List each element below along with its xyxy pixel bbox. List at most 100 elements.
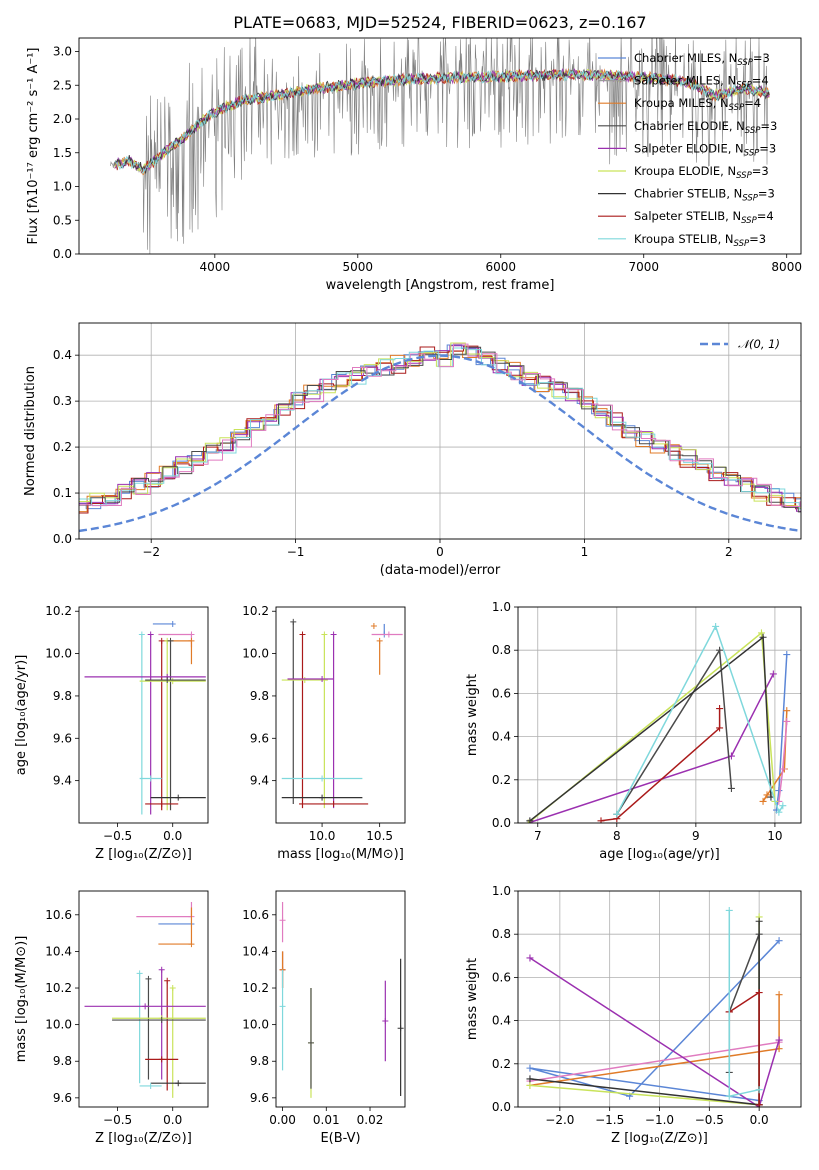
residual-histogram-plot: −2 −1 0 1 2 0.0 0.1 0.2 0.3 0.4 (data-model)/error… <box>23 322 802 578</box>
axes-frame <box>78 890 209 1108</box>
y-tick-label: 0.3 <box>53 394 72 408</box>
y-tick-label: 9.8 <box>250 1054 269 1068</box>
mass-weight-series <box>529 635 772 822</box>
figure-title: PLATE=0683, MJD=52524, FIBERID=0623, z=0… <box>233 13 646 32</box>
data-point <box>145 975 152 982</box>
x-tick-label: −1.5 <box>595 1113 624 1127</box>
mass-weight-point <box>763 791 771 799</box>
x-tick-label: −0.5 <box>103 829 132 843</box>
y-axis-label: Flux [fλ10⁻¹⁷ erg cm⁻² s⁻¹ A⁻¹] <box>26 48 41 245</box>
y-tick-label: 10.6 <box>45 908 72 922</box>
y-tick-label: 0.4 <box>492 730 511 744</box>
legend-entry: Salpeter ELODIE, NSSP=3 <box>634 141 776 158</box>
data-point <box>136 970 143 977</box>
data-point <box>158 966 165 973</box>
x-tick-label: 4000 <box>200 260 231 274</box>
y-tick-label: 10.2 <box>242 981 269 995</box>
mass-weight-point <box>755 1086 763 1094</box>
mass-weight-series <box>527 631 776 823</box>
data-point <box>188 631 195 638</box>
legend-subscript: SSP <box>737 58 753 68</box>
mass-weight-point <box>759 633 767 641</box>
mass-weight-series <box>529 916 760 1106</box>
data-point <box>330 631 337 638</box>
mass-weight-series <box>616 624 784 815</box>
data-point <box>169 985 176 992</box>
plot-data <box>279 901 404 1098</box>
y-tick-label: 0.5 <box>53 213 72 227</box>
x-tick-label: −2 <box>142 545 160 559</box>
legend-entry: Salpeter STELIB, NSSP=4 <box>634 209 774 226</box>
y-tick-label: 1.5 <box>53 146 72 160</box>
plot-data <box>110 38 770 254</box>
data-point <box>142 1003 149 1010</box>
data-point <box>175 1080 182 1087</box>
y-tick-label: 0.4 <box>492 1014 511 1028</box>
y-tick-label: 0.4 <box>53 348 72 362</box>
residual-histogram <box>79 343 801 507</box>
y-tick-label: 9.8 <box>53 1054 72 1068</box>
mass-weight-point <box>775 991 783 999</box>
mass-weight-point <box>783 651 791 659</box>
y-tick-label: 0.2 <box>492 773 511 787</box>
y-tick-label: 1.0 <box>492 600 511 614</box>
plot-data <box>79 342 801 533</box>
y-tick-label: 9.4 <box>250 774 269 788</box>
y-tick-label: 0.2 <box>492 1057 511 1071</box>
data-point <box>376 637 383 644</box>
y-tick-label: 9.8 <box>53 689 72 703</box>
residual-histogram <box>79 347 801 510</box>
x-tick-label: 10 <box>767 829 782 843</box>
legend-label: Salpeter ELODIE, N <box>634 141 744 155</box>
y-axis-label: age [log₁₀(age/yr)] <box>14 655 29 776</box>
x-axis-label: E(B-V) <box>320 1131 360 1146</box>
axes-frame <box>275 606 406 824</box>
mass-weight-series <box>728 910 760 1098</box>
data-point <box>158 637 165 644</box>
legend-entry: Kroupa ELODIE, NSSP=3 <box>634 164 769 181</box>
y-tick-label: 0.2 <box>53 440 72 454</box>
data-point <box>169 620 176 627</box>
y-axis-label: Normed distribution <box>23 366 38 496</box>
legend-label: Chabrier MILES, N <box>634 51 737 65</box>
data-point <box>164 677 171 684</box>
mass-weight-point <box>716 646 724 654</box>
mass-weight-point <box>775 1036 783 1044</box>
y-tick-label: 9.6 <box>250 1091 269 1105</box>
y-tick-label: 10.4 <box>242 944 269 958</box>
y-tick-label: 2.0 <box>53 112 72 126</box>
data-point <box>290 618 297 625</box>
y-tick-label: 10.0 <box>242 647 269 661</box>
age-vs-mass-plot: 10.0 10.5 9.4 9.6 9.8 10.0 10.2 mass [log₁₀(M/M… <box>242 604 406 862</box>
x-tick-label: −2.0 <box>545 1113 574 1127</box>
data-point <box>397 1025 404 1032</box>
mass-weight-point <box>526 817 534 823</box>
mass-weight-point <box>775 937 783 945</box>
x-tick-label: −0.5 <box>695 1113 724 1127</box>
legend-subscript: SSP <box>734 239 750 249</box>
mass-weight-point <box>775 808 783 816</box>
mass-weight-point <box>613 810 621 818</box>
mass-vs-metallicity-plot: −0.5 0.0 9.6 9.8 10.0 10.2 10.4 10.6 Z [log₁₀(Z/… <box>14 890 209 1146</box>
y-tick-label: 0.0 <box>492 816 511 830</box>
residual-histogram <box>79 350 801 513</box>
axes-frame <box>275 890 406 1108</box>
legend-label: Salpeter MILES, N <box>634 74 736 88</box>
x-tick-label: 0 <box>436 545 444 559</box>
mass-weight-vs-metallicity-plot: −2.0 −1.5 −1.0 −0.5 0.0 0.0 0.2 0.4 0.6 0.8 1.0 Z [… <box>465 884 802 1146</box>
x-axis-label: mass [log₁₀(M/M⊙)] <box>277 847 404 862</box>
data-point <box>188 637 195 644</box>
mass-weight-series <box>728 933 760 1105</box>
mass-weight-vs-age-plot: 7 8 9 10 0.0 0.2 0.4 0.6 0.8 1.0 age [log₁₀(age/yr… <box>465 600 802 862</box>
x-tick-label: 0.02 <box>357 1113 384 1127</box>
mass-weight-point <box>526 1081 534 1089</box>
legend-subscript: SSP <box>729 103 745 113</box>
legend-suffix: =3 <box>760 119 777 133</box>
y-tick-label: 9.6 <box>53 1091 72 1105</box>
legend-entry: Chabrier STELIB, NSSP=3 <box>634 187 775 204</box>
legend-subscript: SSP <box>742 194 758 204</box>
residual-histogram <box>79 346 801 513</box>
y-tick-label: 1.0 <box>492 884 511 898</box>
